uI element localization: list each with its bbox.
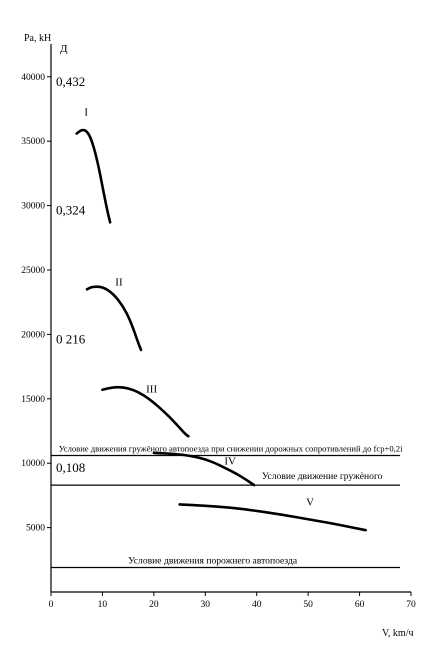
y-tick-label: 10000 xyxy=(21,459,45,469)
x-tick-label: 70 xyxy=(406,600,416,610)
y-tick-label: 35000 xyxy=(21,137,45,147)
y-tick-label: 5000 xyxy=(26,524,45,534)
series-curve-IV xyxy=(152,451,256,487)
x-axis-label: V, km/ч xyxy=(382,628,414,639)
dynamic-factor-label: 0,432 xyxy=(56,74,85,89)
x-tick-label: 40 xyxy=(252,600,262,610)
y-tick-label: 25000 xyxy=(21,266,45,276)
y-tick-label: 20000 xyxy=(21,330,45,340)
reference-lines: Условие движения гружёного автопоезда пр… xyxy=(51,443,403,569)
x-tick-label: 30 xyxy=(201,600,211,610)
y-axis-label: Pa, kH xyxy=(24,33,51,44)
series-curve-II xyxy=(85,285,143,352)
y-tick-label: 30000 xyxy=(21,202,45,212)
series-label-V: V xyxy=(306,497,314,509)
dynamic-factor-label: 0 216 xyxy=(56,331,86,346)
x-tick-label: 0 xyxy=(49,600,54,610)
x-tick-label: 20 xyxy=(149,600,159,610)
reference-line-label: Условие движения гружёного автопоезда пр… xyxy=(59,443,403,453)
dynamic-factor-axis-label: Д xyxy=(60,43,68,55)
y-ticks: 5000 10000 15000 20000 25000 30000 35000 40000 xyxy=(21,73,51,534)
series-curve-I xyxy=(75,128,112,224)
y-tick-label: 15000 xyxy=(21,395,45,405)
series-curve-V xyxy=(178,503,367,532)
dynamic-factor-label: 0,108 xyxy=(56,460,85,475)
reference-line-label: Условие движения порожнего автопоезда xyxy=(128,556,298,567)
x-tick-label: 10 xyxy=(98,600,108,610)
series-label-IV: IV xyxy=(224,455,236,467)
dynamic-factor-labels: 0,432 0,324 0 216 0,108 xyxy=(56,74,86,475)
reference-line-label: Условие движение гружёного xyxy=(262,471,383,482)
x-tick-label: 50 xyxy=(303,600,313,610)
x-tick-label: 60 xyxy=(355,600,365,610)
y-tick-label: 40000 xyxy=(21,73,45,83)
series-label-II: II xyxy=(115,276,123,288)
series-curve-III xyxy=(101,385,190,438)
series-label-I: I xyxy=(84,106,88,118)
dynamic-factor-label: 0,324 xyxy=(56,203,86,218)
x-ticks: 0 10 20 30 40 50 60 70 xyxy=(49,592,416,610)
series-label-III: III xyxy=(146,383,157,395)
